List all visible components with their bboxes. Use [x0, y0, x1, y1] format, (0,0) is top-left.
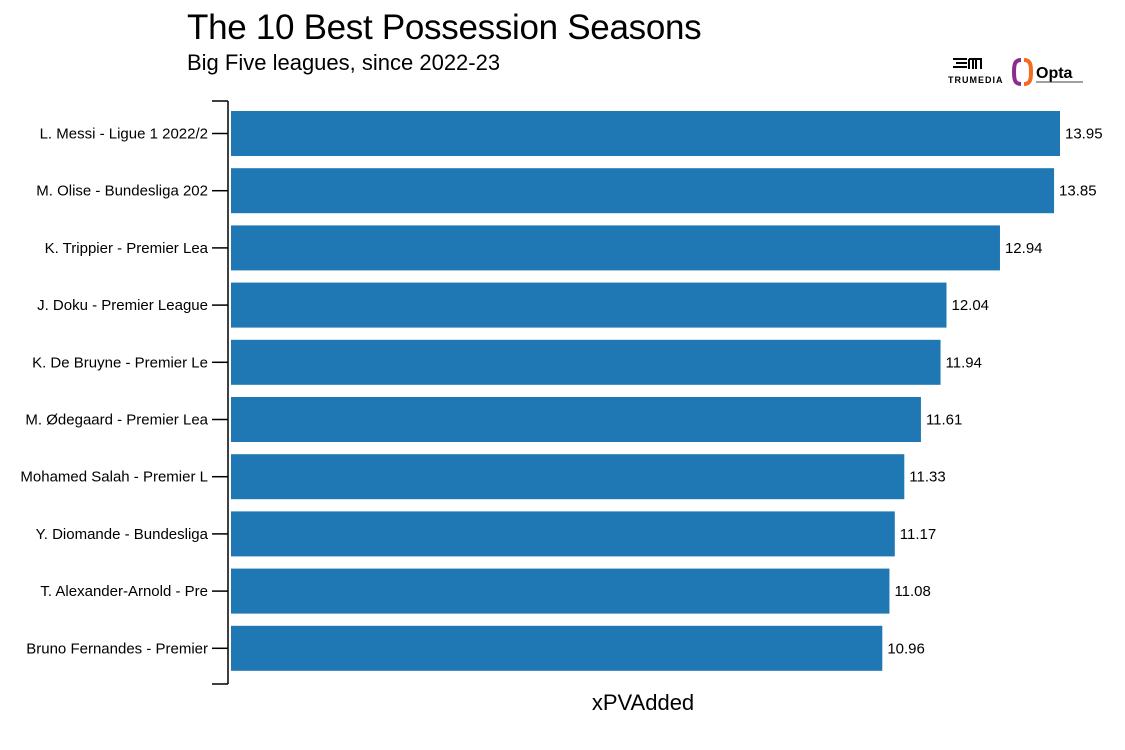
y-tick-label: K. Trippier - Premier Lea [45, 240, 209, 257]
bar [231, 225, 1000, 271]
trumedia-logo-text: TRUMEDIA [948, 75, 1004, 85]
bar [231, 568, 890, 614]
bar-value-label: 11.17 [900, 526, 936, 543]
y-tick-label: J. Doku - Premier League [37, 297, 208, 314]
bar [231, 454, 905, 500]
bar-value-label: 13.85 [1059, 183, 1097, 200]
bar-value-label: 10.96 [887, 640, 925, 657]
trumedia-logo: TRUMEDIA [948, 58, 1004, 85]
bar-value-label: 11.08 [894, 583, 930, 600]
y-tick-label: M. Olise - Bundesliga 202 [36, 183, 208, 200]
bar [231, 282, 947, 328]
logos: TRUMEDIA Opta [948, 58, 1083, 86]
bar [231, 168, 1055, 214]
y-tick-label: L. Messi - Ligue 1 2022/2 [40, 126, 208, 143]
y-tick-label: T. Alexander-Arnold - Pre [40, 583, 208, 600]
y-tick-label: Y. Diomande - Bundesliga [36, 526, 209, 543]
bar [231, 625, 883, 671]
chart-subtitle: Big Five leagues, since 2022-23 [187, 50, 501, 75]
bar [231, 111, 1060, 156]
y-tick-label: Bruno Fernandes - Premier [26, 640, 208, 657]
y-tick-label: M. Ødegaard - Premier Lea [25, 412, 208, 429]
y-tick-label: K. De Bruyne - Premier Le [32, 354, 208, 371]
opta-logo: Opta [1011, 58, 1083, 86]
x-axis-label: xPVAdded [591, 690, 695, 715]
chart-title: The 10 Best Possession Seasons [187, 8, 702, 47]
bar-value-label: 12.94 [1005, 240, 1043, 257]
bar-value-label: 13.95 [1065, 126, 1103, 143]
bar [231, 511, 895, 557]
bar-value-label: 12.04 [951, 297, 989, 314]
bar-value-label: 11.94 [946, 354, 982, 371]
bar [231, 397, 921, 442]
opta-logo-text: Opta [1036, 65, 1073, 82]
y-tick-label: Mohamed Salah - Premier L [20, 469, 208, 486]
bar-value-label: 11.33 [909, 469, 945, 486]
bar-value-label: 11.61 [926, 412, 962, 429]
bar [231, 339, 941, 385]
